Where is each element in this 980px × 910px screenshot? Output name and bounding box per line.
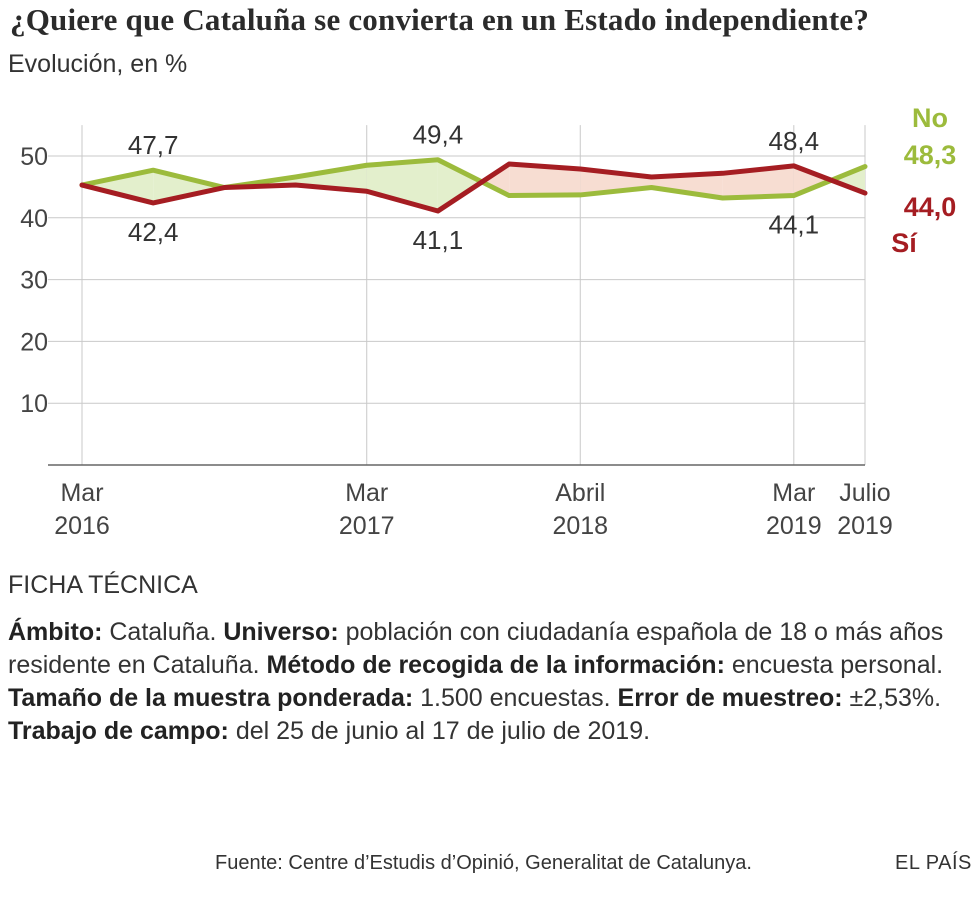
x-tick-year: 2019 (766, 512, 822, 540)
error-label: Error de muestreo: (617, 684, 843, 712)
x-tick-label: Abril (555, 479, 605, 507)
gap-area (153, 170, 225, 203)
x-tick-label: Julio (839, 479, 890, 507)
data-label: 47,7 (128, 130, 179, 160)
universo-value: población con ciudadanía española de 18 … (8, 618, 944, 679)
y-tick-label: 50 (20, 143, 48, 171)
data-label: 48,4 (769, 126, 820, 156)
gap-area (82, 170, 154, 203)
gap-area (481, 164, 510, 196)
legend-no-label: No (912, 103, 948, 133)
ambito-label: Ámbito: (8, 618, 103, 646)
line-chart: 10 20 30 40 50 Mar 2016 Mar 2017 Abril 2018 Mar 2019… (20, 103, 956, 540)
series-line-si (79, 161, 868, 214)
data-label: 49,4 (413, 120, 464, 150)
metodo-label: Método de recogida de la información: (266, 651, 725, 679)
x-tick-year: 2017 (339, 512, 395, 540)
data-label: 44,1 (769, 210, 820, 240)
gap-area (831, 166, 865, 194)
x-tick-year: 2016 (54, 512, 110, 540)
legend-no-value: 48,3 (904, 140, 957, 170)
data-label: 42,4 (128, 217, 179, 247)
gap-area (509, 164, 581, 196)
error-value: ±2,53%. (842, 684, 942, 712)
gap-area (793, 165, 832, 196)
campo-value: del 25 de junio al 17 de julio de 2019. (228, 717, 651, 745)
gap-area (366, 159, 438, 212)
source-note: Fuente: Centre d’Estudis d’Opinió, Gener… (215, 852, 752, 874)
x-tick-label: Mar (772, 479, 815, 507)
chart-subtitle: Evolución, en % (8, 50, 188, 78)
chart-title: ¿Quiere que Cataluña se convierta en un … (10, 2, 870, 37)
x-tick-year: 2019 (837, 512, 893, 540)
ficha-body: Ámbito: Cataluña. Universo: población co… (8, 616, 973, 748)
campo-label: Trabajo de campo: (8, 717, 229, 745)
y-tick-label: 10 (20, 390, 48, 418)
tamano-value: 1.500 encuestas. (413, 684, 618, 712)
gridlines (48, 125, 866, 465)
legend-si-value: 44,0 (904, 192, 957, 222)
ambito-value: Cataluña. (102, 618, 224, 646)
x-tick-label: Mar (60, 479, 103, 507)
data-labels: 47,7 42,4 49,4 41,1 48,4 44,1 (128, 120, 819, 255)
gap-area (651, 173, 723, 199)
legend: No 48,3 44,0 Sí (891, 103, 956, 258)
y-tick-label: 30 (20, 267, 48, 295)
brand-logo: EL PAÍS (895, 852, 972, 874)
legend-si-label: Sí (891, 228, 918, 258)
ficha-heading: FICHA TÉCNICA (8, 571, 198, 599)
gap-area (437, 159, 482, 212)
data-label: 41,1 (413, 225, 464, 255)
series-lines (79, 157, 868, 214)
y-tick-label: 20 (20, 328, 48, 356)
x-tick-year: 2018 (552, 512, 608, 540)
series-line-no (79, 157, 868, 201)
tamano-label: Tamaño de la muestra ponderada: (8, 684, 414, 712)
universo-label: Universo: (223, 618, 339, 646)
y-tick-label: 40 (20, 205, 48, 233)
tick-labels: 10 20 30 40 50 Mar 2016 Mar 2017 Abril 2018 Mar 2019… (20, 143, 893, 540)
x-tick-label: Mar (345, 479, 388, 507)
metodo-value: encuesta personal. (724, 651, 944, 679)
